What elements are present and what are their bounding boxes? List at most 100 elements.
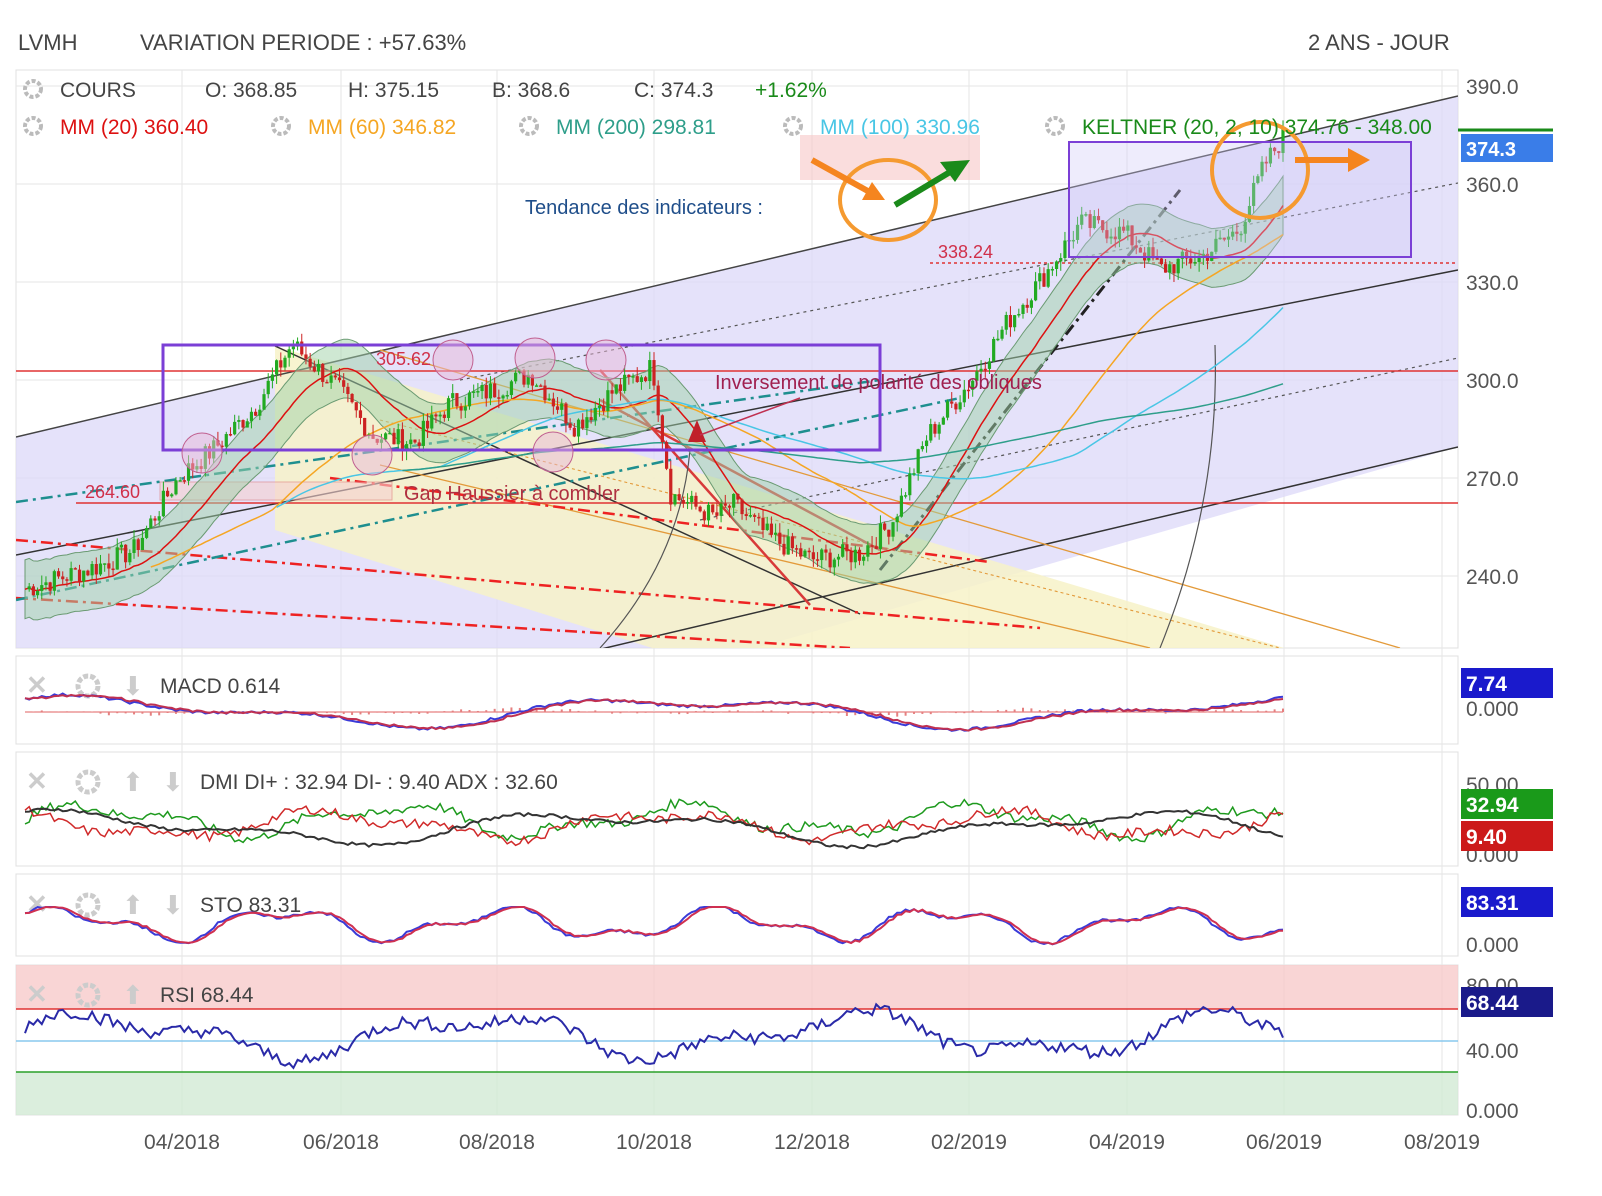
period-variation: VARIATION PERIODE : +57.63% <box>140 30 467 55</box>
candle <box>652 352 656 391</box>
candle <box>656 380 660 422</box>
candle <box>1193 253 1197 266</box>
close-icon[interactable]: ✕ <box>26 889 48 919</box>
candle <box>1218 230 1222 240</box>
change-value: +1.62% <box>755 79 827 102</box>
arrow-down-icon[interactable]: ⬇ <box>122 671 144 701</box>
candle <box>576 418 581 443</box>
candle <box>434 412 438 424</box>
candle <box>870 536 874 554</box>
candle <box>467 390 472 410</box>
indicator-badge <box>1461 668 1553 698</box>
gear-icon[interactable] <box>1045 116 1065 136</box>
candle <box>493 377 497 398</box>
candle <box>828 548 832 573</box>
candle <box>664 440 669 471</box>
legend: MM (20) 360.40 MM (60) 346.82 MM (200) 298… <box>23 116 1432 139</box>
gear-icon[interactable] <box>519 116 539 136</box>
x-tick-label: 02/2019 <box>931 1131 1007 1154</box>
arrow-up-icon[interactable]: ⬆ <box>122 767 144 797</box>
candle <box>1046 263 1050 289</box>
candle <box>740 498 744 520</box>
candle <box>27 582 31 592</box>
candle <box>1113 227 1117 248</box>
legend-item[interactable]: MM (100) 330.96 <box>783 116 980 139</box>
last-price-badge: 374.3 <box>1458 128 1553 162</box>
candle <box>472 384 476 398</box>
candle <box>698 505 702 513</box>
candle <box>86 569 90 577</box>
candle <box>1080 206 1084 230</box>
arrow-up-icon[interactable]: ⬆ <box>122 980 144 1010</box>
circle-marker-1 <box>181 432 223 474</box>
x-tick-label: 08/2018 <box>459 1131 535 1154</box>
candle <box>1264 156 1268 173</box>
gear-icon[interactable] <box>75 769 101 795</box>
candle <box>1256 174 1260 185</box>
close-icon[interactable]: ✕ <box>26 979 48 1009</box>
arrow-down-icon[interactable]: ⬇ <box>162 890 184 920</box>
candle <box>883 521 887 531</box>
candle <box>774 523 778 542</box>
legend-item[interactable]: MM (60) 346.82 <box>271 116 456 139</box>
gear-icon[interactable] <box>75 892 101 918</box>
gear-icon[interactable] <box>23 116 43 136</box>
arrow-down-icon[interactable]: ⬇ <box>162 767 184 797</box>
candle <box>644 375 648 383</box>
candle <box>321 363 325 388</box>
arrow-up-icon[interactable]: ⬆ <box>122 890 144 920</box>
x-axis: 04/2018 06/2018 08/2018 10/2018 12/2018 02/20… <box>144 1131 1480 1154</box>
candle <box>329 365 333 389</box>
indicator-badge <box>1461 987 1553 1017</box>
indicator-badge-text: 9.40 <box>1466 826 1507 849</box>
candle <box>849 547 853 571</box>
candle <box>304 346 308 365</box>
candle <box>1038 267 1042 290</box>
candle <box>136 537 140 557</box>
gear-icon[interactable] <box>783 116 803 136</box>
candle <box>983 361 987 378</box>
orange-circle-indicator <box>838 158 938 242</box>
candle <box>153 515 157 526</box>
legend-label: MM (100) 330.96 <box>820 116 980 139</box>
close-icon[interactable]: ✕ <box>26 766 48 796</box>
candle <box>736 493 740 504</box>
indicator-badge-text: 68.44 <box>1466 992 1519 1015</box>
y-axis: 390.0 360.0 330.0 300.0 270.0 240.0 <box>1466 76 1519 589</box>
candle <box>1268 143 1273 168</box>
candle <box>891 521 895 542</box>
period-selector[interactable]: 2 ANS - JOUR <box>1308 30 1450 55</box>
indicator-badge-text: 83.31 <box>1466 892 1519 915</box>
gear-icon[interactable] <box>23 79 43 99</box>
x-tick-label: 10/2018 <box>616 1131 692 1154</box>
candle <box>1084 211 1088 217</box>
candle <box>1101 220 1105 233</box>
candle <box>1054 260 1059 277</box>
legend-item[interactable]: MM (20) 360.40 <box>23 116 208 139</box>
legend-item[interactable]: MM (200) 298.81 <box>519 116 716 139</box>
candle <box>794 544 799 557</box>
sto-panel-frame <box>15 873 1459 957</box>
candle <box>748 506 753 518</box>
candle <box>1273 146 1277 156</box>
candle <box>1033 272 1038 302</box>
gap-label: Gap Haussier à combler <box>404 483 620 505</box>
legend-item[interactable]: KELTNER (20, 2, 10) 374.76 - 348.00 <box>1045 116 1432 139</box>
close-icon[interactable]: ✕ <box>26 670 48 700</box>
candle <box>237 415 241 430</box>
candle <box>145 525 149 540</box>
candle <box>1260 156 1264 182</box>
candle <box>815 552 820 567</box>
polarity-label: Inversement de polarité des obliques <box>715 372 1042 394</box>
gear-icon[interactable] <box>75 982 101 1008</box>
candle <box>761 510 765 538</box>
candle <box>425 413 430 438</box>
candle <box>249 407 254 429</box>
macd-signal-line <box>24 693 1284 732</box>
channel-dotted-1 <box>459 182 1458 381</box>
candle <box>765 516 769 531</box>
gear-icon[interactable] <box>271 116 291 136</box>
candle <box>539 383 543 387</box>
candle <box>69 561 73 586</box>
candle <box>895 513 899 532</box>
